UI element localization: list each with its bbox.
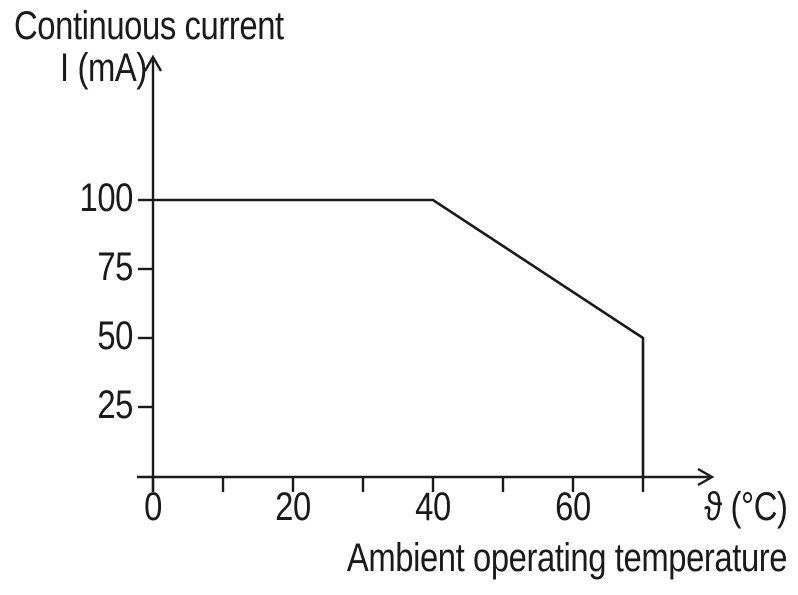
x-axis-unit-label: ϑ (°C): [704, 485, 789, 529]
x-tick-label: 20: [275, 485, 311, 529]
y-axis-unit-label: I (mA): [60, 46, 147, 90]
y-tick-label: 75: [97, 245, 133, 289]
y-tick-label: 25: [97, 383, 133, 427]
y-tick-label: 100: [79, 176, 133, 220]
x-tick-label: 40: [415, 485, 451, 529]
y-axis-arrowhead-icon: [143, 54, 163, 72]
x-axis-arrowhead-icon: [697, 467, 715, 487]
chart-title: Continuous current: [14, 4, 284, 48]
y-tick-label: 50: [97, 314, 133, 358]
x-tick-label: 60: [555, 485, 591, 529]
continuous-current-derating-curve: [153, 198, 645, 476]
x-axis-title: Ambient operating temperature: [346, 536, 788, 580]
x-tick-label: 0: [144, 485, 162, 529]
